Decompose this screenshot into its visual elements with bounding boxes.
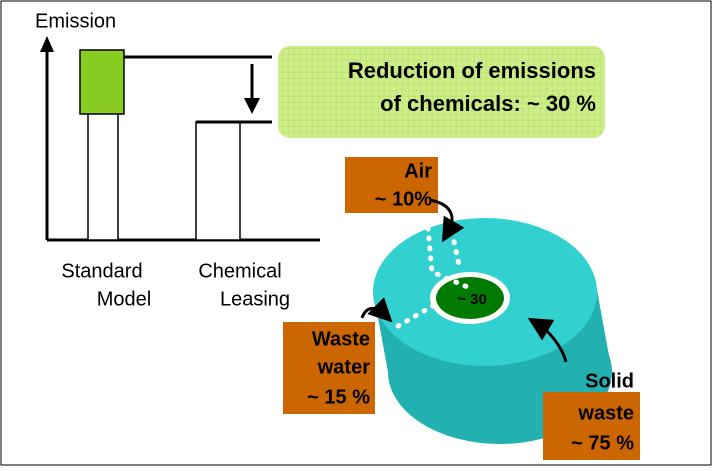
reduction-arrowhead xyxy=(244,98,260,114)
callout-text: ~ 75 % xyxy=(571,432,634,454)
callout-text: Waste xyxy=(312,328,370,350)
reduction-box xyxy=(278,46,605,138)
bar-leasing xyxy=(195,121,241,241)
callout-text: waste xyxy=(577,402,634,424)
callout-text: Solid xyxy=(585,370,634,392)
bar-label: Model xyxy=(97,288,151,310)
callout-arrow xyxy=(360,297,393,323)
bar-label: Standard xyxy=(61,260,142,282)
center-text: ~ 30 xyxy=(457,291,487,308)
callout-water xyxy=(283,322,375,414)
reduction-text: Reduction of emissions xyxy=(348,58,596,83)
dotted-line xyxy=(395,301,439,329)
axis-label: Emission xyxy=(35,10,116,32)
bar-standard xyxy=(87,109,119,241)
callout-air xyxy=(345,157,438,213)
dotted-line xyxy=(425,225,473,291)
bar-label: Chemical xyxy=(198,260,281,282)
bar-standard-top xyxy=(79,49,125,115)
dotted-line xyxy=(449,229,463,273)
callout-text: Air xyxy=(404,160,432,182)
callout-text: water xyxy=(317,356,370,378)
callout-arrow xyxy=(429,198,465,243)
callout-text: ~ 15 % xyxy=(307,386,370,408)
callout-solid xyxy=(543,392,640,460)
center xyxy=(436,277,504,319)
axis-arrow xyxy=(40,36,54,52)
callout-arrow xyxy=(527,317,568,363)
bar-label: Leasing xyxy=(220,288,290,310)
callout-text: ~ 10% xyxy=(375,188,432,210)
reduction-text: of chemicals: ~ 30 % xyxy=(380,91,596,116)
